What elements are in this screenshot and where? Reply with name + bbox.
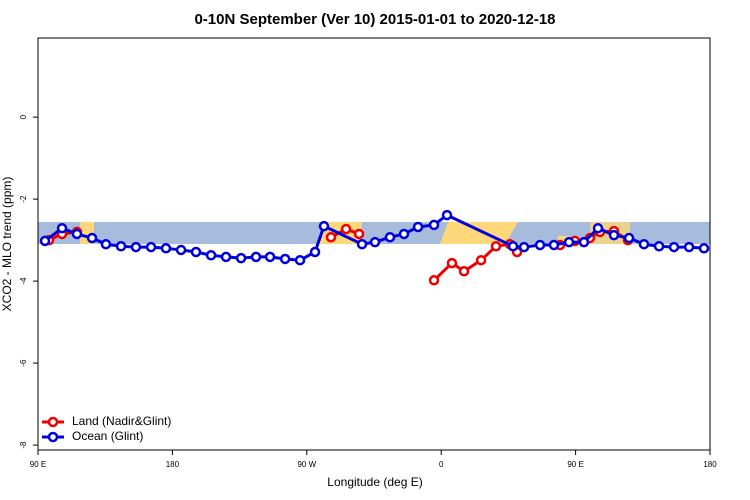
data-point [623,232,635,244]
data-point [441,209,453,221]
data-point [130,241,142,253]
data-point [356,238,368,250]
data-point [384,231,396,243]
data-point [220,251,232,263]
data-point [235,252,247,264]
data-point [145,241,157,253]
data-point [578,236,590,248]
data-point [294,254,306,266]
x-tick-label: 90 W [297,460,316,469]
data-point [458,266,470,277]
data-point [309,246,321,258]
data-point [71,228,83,240]
legend-marker [47,431,59,443]
x-tick-label: 180 [166,460,180,469]
data-point [518,241,530,253]
data-point [446,257,458,269]
data-point [683,241,695,253]
data-point [490,241,502,252]
data-point [698,243,710,254]
data-point [369,236,381,248]
data-point [160,243,172,254]
x-tick-label: 90 E [567,460,583,469]
data-point [398,228,410,240]
x-tick-label: 0 [439,460,444,469]
legend-marker [47,416,59,428]
data-point [507,241,519,252]
x-tick-label: 90 E [30,460,46,469]
data-point [325,231,337,243]
data-point [86,232,98,244]
data-point [250,251,262,263]
y-tick-label: -8 [19,441,28,449]
data-point [592,222,604,234]
data-point [205,250,217,261]
legend-label: Land (Nadir&Glint) [72,414,171,428]
data-point [548,239,560,251]
ocean-band [38,222,710,244]
y-tick-label: -2 [19,195,28,203]
plot-frame [37,37,711,451]
land-patch [558,236,570,244]
x-axis-label: Longitude (deg E) [327,475,422,489]
data-point [668,241,680,253]
data-point [190,246,202,258]
y-tick-label: 0 [19,114,28,119]
data-point [534,239,546,251]
y-axis-label: XCO2 - MLO trend (ppm) [0,177,14,312]
y-tick-label: -4 [19,277,28,285]
data-point [563,236,575,248]
data-point [653,241,665,252]
data-point [39,235,51,247]
data-point [340,223,352,235]
data-point [608,229,620,241]
data-point [638,238,650,250]
data-point [353,228,365,240]
data-point [428,219,440,231]
data-point [100,238,112,250]
chart-title: 0-10N September (Ver 10) 2015-01-01 to 2… [194,11,555,28]
legend-label: Ocean (Glint) [72,429,143,443]
data-point [318,220,330,232]
data-point [56,222,68,234]
data-point [475,254,487,266]
x-tick-label: 180 [703,460,717,469]
data-point [279,253,291,265]
data-point [264,251,276,263]
data-point [412,221,424,233]
y-tick-label: -6 [19,359,28,367]
data-point [428,275,440,286]
data-point [115,241,127,252]
data-point [175,244,187,256]
